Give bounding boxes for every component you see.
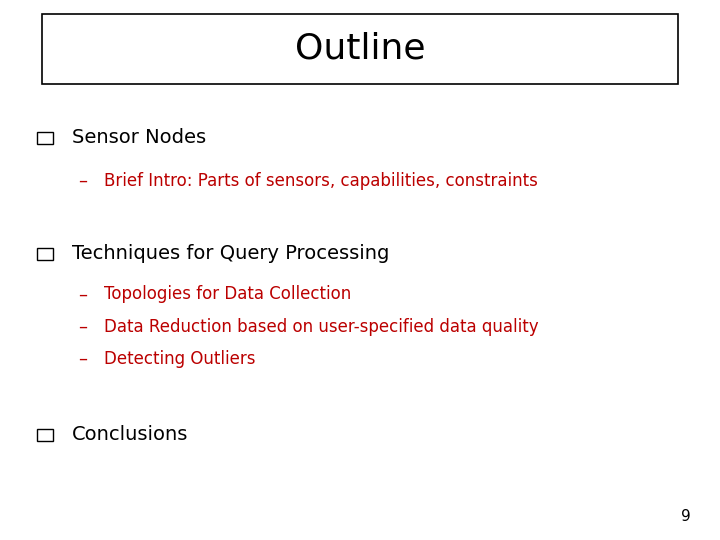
Text: Outline: Outline — [294, 32, 426, 65]
FancyBboxPatch shape — [42, 14, 678, 84]
Text: Detecting Outliers: Detecting Outliers — [104, 350, 256, 368]
Bar — [37, 429, 53, 441]
Bar — [37, 248, 53, 260]
Bar — [37, 132, 53, 144]
Text: Sensor Nodes: Sensor Nodes — [72, 128, 206, 147]
Text: –: – — [78, 285, 87, 303]
Text: –: – — [78, 350, 87, 368]
Text: 9: 9 — [681, 509, 691, 524]
Text: Brief Intro: Parts of sensors, capabilities, constraints: Brief Intro: Parts of sensors, capabilit… — [104, 172, 539, 190]
Text: Techniques for Query Processing: Techniques for Query Processing — [72, 244, 390, 264]
Text: Data Reduction based on user-specified data quality: Data Reduction based on user-specified d… — [104, 318, 539, 336]
Text: –: – — [78, 318, 87, 336]
Text: Topologies for Data Collection: Topologies for Data Collection — [104, 285, 351, 303]
Text: Conclusions: Conclusions — [72, 425, 189, 444]
Text: –: – — [78, 172, 87, 190]
